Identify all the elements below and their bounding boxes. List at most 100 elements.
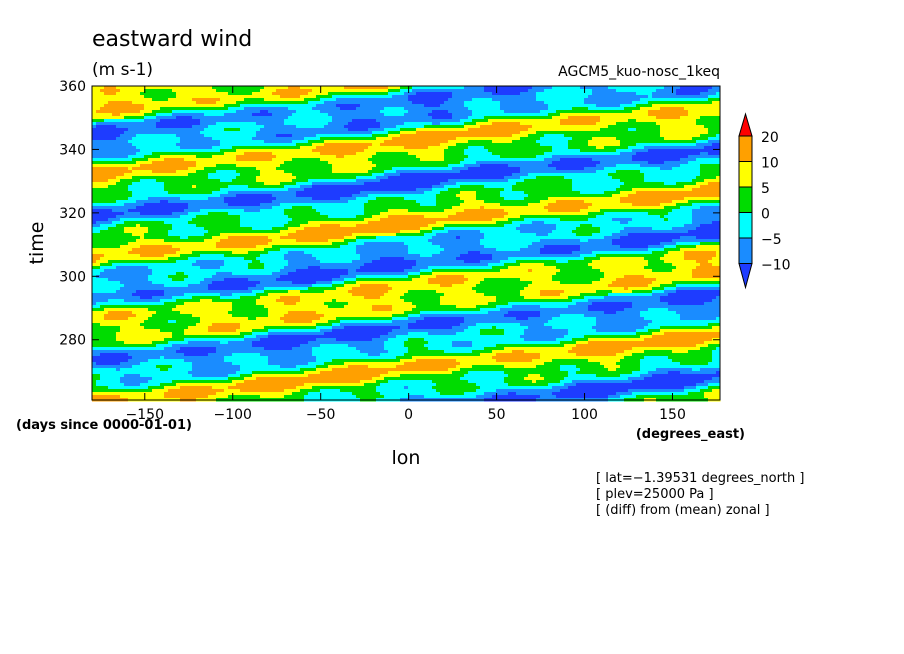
heatmap-cell <box>660 164 665 168</box>
heatmap-cell <box>428 161 433 165</box>
heatmap-cell <box>500 155 505 159</box>
heatmap-cell <box>372 158 377 162</box>
heatmap-cell <box>240 155 245 159</box>
heatmap-cell <box>640 134 645 138</box>
heatmap-cell <box>268 128 273 132</box>
heatmap-cell <box>292 155 297 159</box>
heatmap-cell <box>376 149 381 153</box>
heatmap-cell <box>232 89 237 93</box>
heatmap-cell <box>652 101 657 105</box>
heatmap-cell <box>128 143 133 147</box>
heatmap-cell <box>412 155 417 159</box>
heatmap-cell <box>232 173 237 177</box>
heatmap-cell <box>356 134 361 138</box>
heatmap-cell <box>92 143 97 147</box>
heatmap-cell <box>276 116 281 120</box>
heatmap-cell <box>432 89 437 93</box>
heatmap-cell <box>580 170 585 174</box>
heatmap-cell <box>516 89 521 93</box>
heatmap-cell <box>196 131 201 135</box>
heatmap-cell <box>308 86 313 90</box>
heatmap-cell <box>508 101 513 105</box>
heatmap-cell <box>388 131 393 135</box>
heatmap-cell <box>144 155 149 159</box>
heatmap-cell <box>276 137 281 141</box>
heatmap-cell <box>664 128 669 132</box>
heatmap-cell <box>200 98 205 102</box>
heatmap-cell <box>428 107 433 111</box>
heatmap-cell <box>592 140 597 144</box>
heatmap-cell <box>524 110 529 114</box>
heatmap-cell <box>264 116 269 120</box>
heatmap-cell <box>272 161 277 165</box>
heatmap-cell <box>656 140 661 144</box>
heatmap-cell <box>440 137 445 141</box>
heatmap-cell <box>472 179 477 183</box>
heatmap-cell <box>260 125 265 129</box>
heatmap-cell <box>204 158 209 162</box>
heatmap-cell <box>656 152 661 156</box>
heatmap-cell <box>480 113 485 117</box>
heatmap-cell <box>120 134 125 138</box>
heatmap-cell <box>180 98 185 102</box>
heatmap-cell <box>120 140 125 144</box>
heatmap-cell <box>624 131 629 135</box>
heatmap-cell <box>200 110 205 114</box>
heatmap-cell <box>488 179 493 183</box>
heatmap-cell <box>448 119 453 123</box>
heatmap-cell <box>472 155 477 159</box>
heatmap-cell <box>572 170 577 174</box>
heatmap-cell <box>360 101 365 105</box>
heatmap-cell <box>136 167 141 171</box>
heatmap-cell <box>368 128 373 132</box>
heatmap-cell <box>620 140 625 144</box>
heatmap-cell <box>392 164 397 168</box>
heatmap-cell <box>304 98 309 102</box>
heatmap-cell <box>180 143 185 147</box>
heatmap-cell <box>584 110 589 114</box>
heatmap-cell <box>132 143 137 147</box>
heatmap-cell <box>672 176 677 180</box>
heatmap-cell <box>296 146 301 150</box>
heatmap-cell <box>304 116 309 120</box>
heatmap-cell <box>572 104 577 108</box>
heatmap-cell <box>536 101 541 105</box>
heatmap-cell <box>264 89 269 93</box>
heatmap-cell <box>552 131 557 135</box>
heatmap-cell <box>624 101 629 105</box>
heatmap-cell <box>716 125 721 129</box>
heatmap-cell <box>488 137 493 141</box>
heatmap-cell <box>444 179 449 183</box>
heatmap-cell <box>196 140 201 144</box>
heatmap-cell <box>528 89 533 93</box>
heatmap-cell <box>324 116 329 120</box>
heatmap-cell <box>608 125 613 129</box>
heatmap-cell <box>428 158 433 162</box>
heatmap-cell <box>176 170 181 174</box>
heatmap-cell <box>464 122 469 126</box>
heatmap-cell <box>236 89 241 93</box>
heatmap-cell <box>152 131 157 135</box>
heatmap-cell <box>216 170 221 174</box>
heatmap-cell <box>132 101 137 105</box>
heatmap-cell <box>372 176 377 180</box>
heatmap-cell <box>168 152 173 156</box>
heatmap-cell <box>240 92 245 96</box>
heatmap-cell <box>608 137 613 141</box>
heatmap-cell <box>380 125 385 129</box>
heatmap-cell <box>320 146 325 150</box>
heatmap-cell <box>628 125 633 129</box>
heatmap-cell <box>220 125 225 129</box>
heatmap-cell <box>156 119 161 123</box>
heatmap-cell <box>336 128 341 132</box>
heatmap-cell <box>264 95 269 99</box>
heatmap-cell <box>576 95 581 99</box>
heatmap-cell <box>344 167 349 171</box>
heatmap-cell <box>92 107 97 111</box>
heatmap-cell <box>392 131 397 135</box>
heatmap-cell <box>392 125 397 129</box>
heatmap-cell <box>580 95 585 99</box>
heatmap-cell <box>176 89 181 93</box>
heatmap-cell <box>164 101 169 105</box>
heatmap-cell <box>716 143 721 147</box>
